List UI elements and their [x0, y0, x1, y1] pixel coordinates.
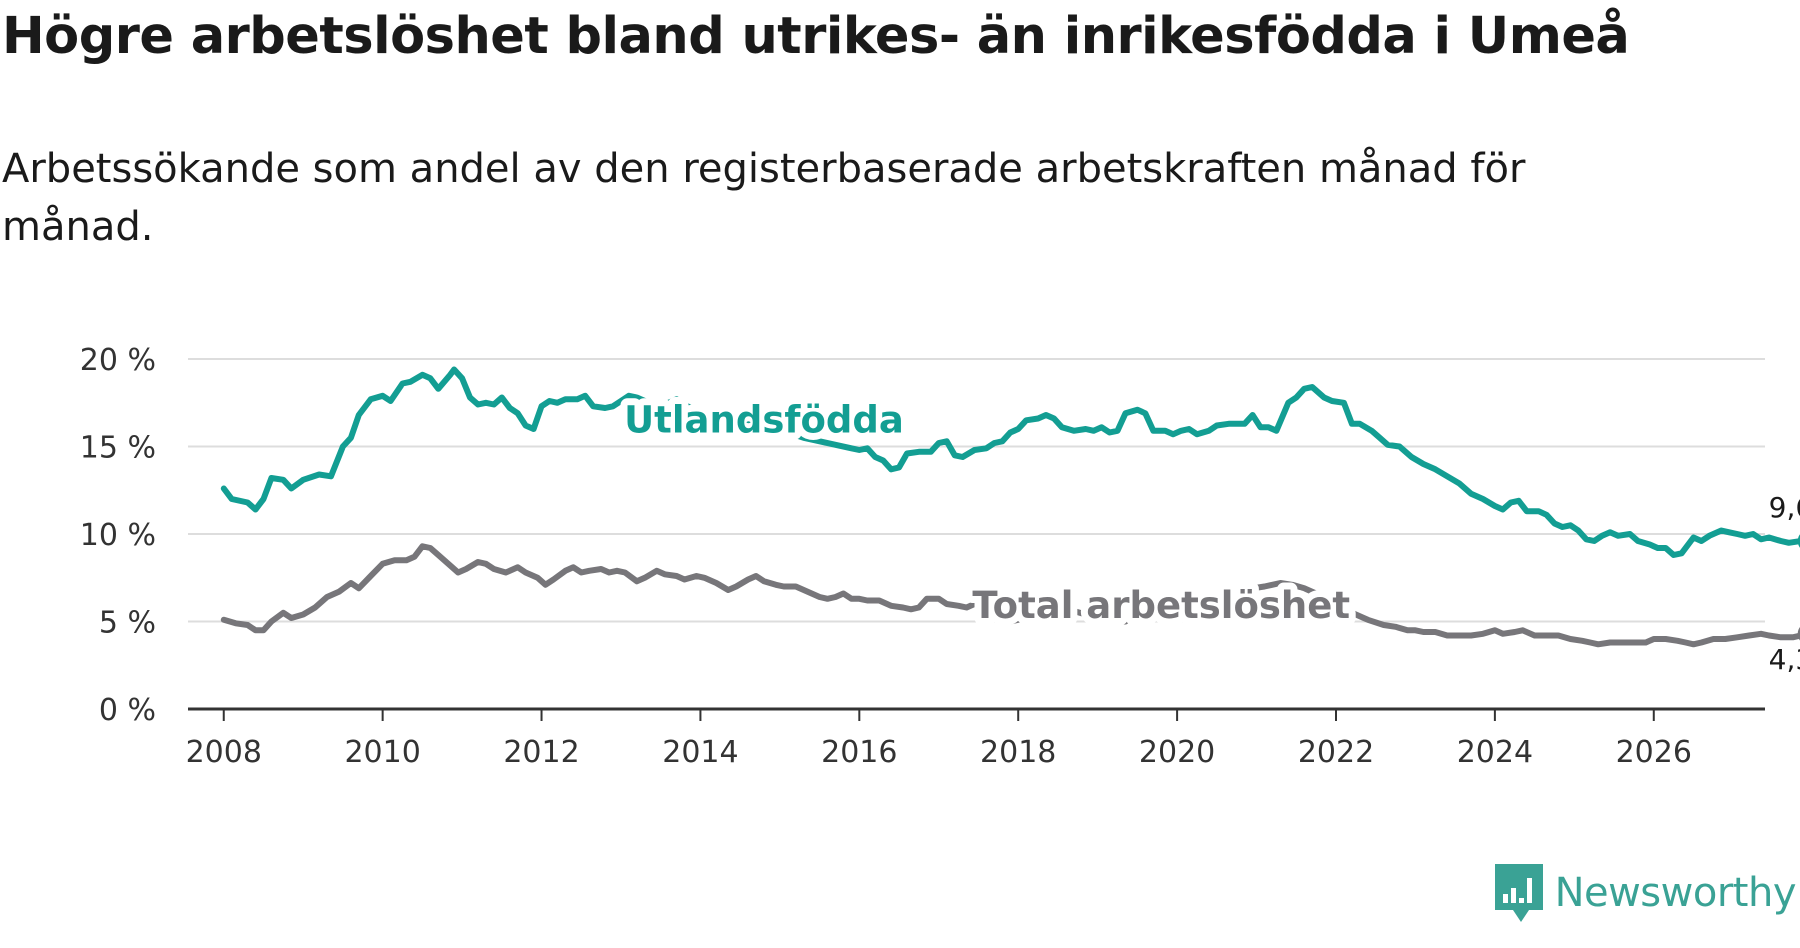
newsworthy-logo-icon: [1494, 864, 1543, 922]
data-labels: 9,6 % Utlandsfödda 4,3 % Total arbetslöshet: [617, 392, 1800, 676]
x-tick-label: 2022: [1298, 735, 1374, 770]
series-end-point: [1797, 534, 1800, 548]
end-value-label: 4,3 %: [1769, 643, 1800, 676]
series-name-label: Total arbetslöshet: [972, 584, 1350, 627]
x-tick-label: 2018: [980, 735, 1056, 770]
chart-title: Högre arbetslöshet bland utrikes- än inr…: [2, 7, 1630, 66]
y-tick-label: 5 %: [99, 606, 156, 641]
newsworthy-brand: Newsworthy: [1494, 864, 1797, 922]
series-line-total: [220, 543, 1800, 648]
axes: 0 % 5 % 10 % 15 % 20 % 2008 2010 2012 2014 2016 20…: [80, 343, 1765, 770]
chart-subtitle: Arbetssökande som andel av den registerb…: [2, 146, 1526, 250]
y-tick-label: 0 %: [99, 693, 156, 728]
y-tick-label: 15 %: [80, 431, 156, 466]
x-tick-label: 2024: [1457, 735, 1533, 770]
unemployment-line-chart: 0 % 5 % 10 % 15 % 20 % 2008 2010 2012 2014 2016 20…: [80, 343, 1800, 770]
grid-lines: [188, 358, 1765, 623]
x-tick-label: 2012: [503, 735, 579, 770]
brand-name: Newsworthy: [1554, 870, 1797, 916]
y-tick-label: 20 %: [80, 343, 156, 378]
end-value-label: 9,6 %: [1769, 491, 1800, 524]
series-end-point: [1797, 627, 1800, 641]
y-tick-label: 10 %: [80, 518, 156, 553]
x-tick-label: 2010: [344, 735, 420, 770]
series-lines: [220, 366, 1800, 648]
x-tick-label: 2020: [1139, 735, 1215, 770]
series-name-label: Utlandsfödda: [624, 399, 904, 442]
x-tick-label: 2016: [821, 735, 897, 770]
x-tick-label: 2008: [186, 735, 262, 770]
x-tick-label: 2026: [1616, 735, 1692, 770]
series-line-utlandsfodda: [220, 366, 1800, 558]
x-tick-label: 2014: [662, 735, 738, 770]
